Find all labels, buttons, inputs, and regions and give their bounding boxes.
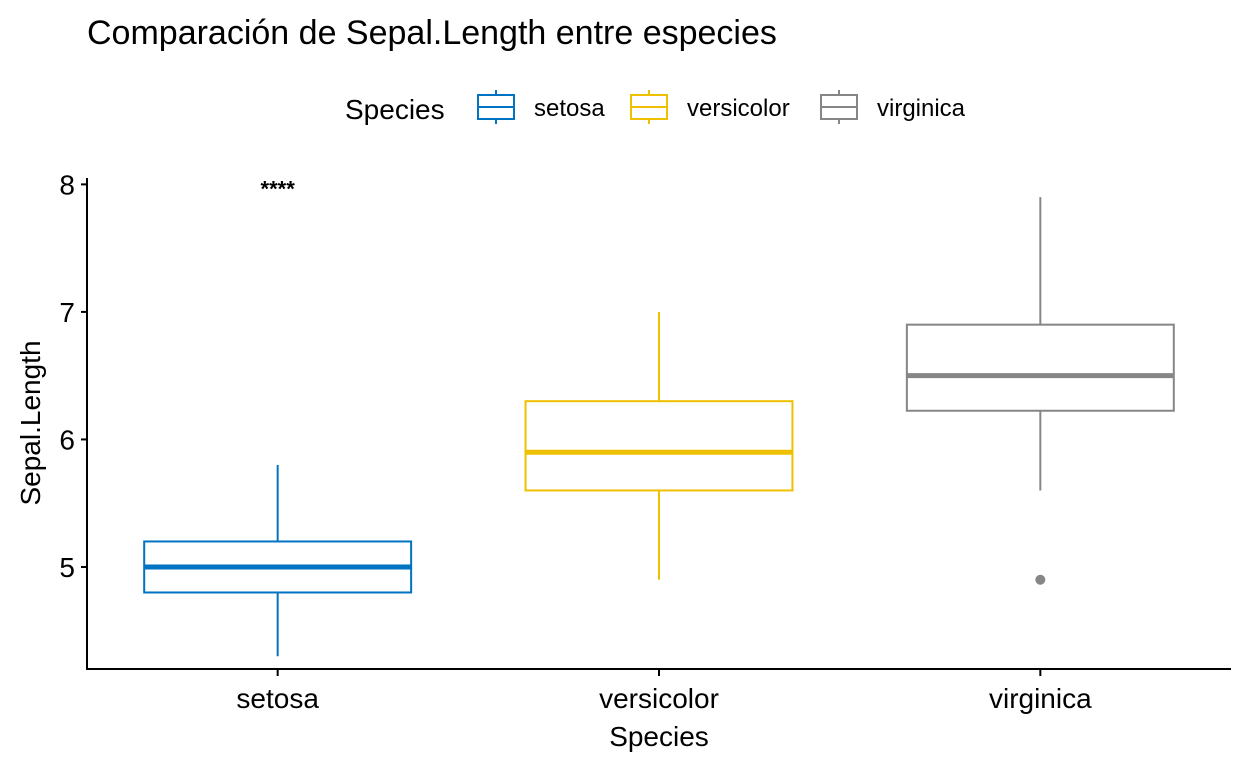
legend: Species setosa versicolor virginica (345, 90, 966, 125)
y-tick-label: 5 (59, 552, 75, 583)
y-tick-label: 6 (59, 424, 75, 455)
box-iqr (524, 400, 794, 492)
boxplot-versicolor (524, 311, 794, 580)
y-tick-label: 8 (59, 169, 75, 200)
x-axis-label: Species (609, 721, 709, 752)
box-iqr (905, 323, 1175, 412)
legend-title: Species (345, 94, 445, 125)
annotations: **** (261, 176, 296, 201)
x-tick-label: setosa (236, 683, 319, 714)
legend-item-setosa: setosa (477, 90, 605, 124)
legend-item-versicolor: versicolor (630, 90, 790, 124)
x-ticks: setosa versicolor virginica (236, 669, 1092, 714)
significance-label: **** (261, 176, 296, 201)
y-tick-label: 7 (59, 297, 75, 328)
legend-label: versicolor (687, 95, 790, 122)
boxes (143, 197, 1175, 657)
legend-label: setosa (534, 95, 605, 122)
chart-title: Comparación de Sepal.Length entre especi… (87, 14, 777, 52)
legend-label: virginica (877, 95, 966, 122)
x-tick-label: virginica (989, 683, 1092, 714)
y-axis-label: Sepal.Length (15, 340, 46, 505)
x-tick-label: versicolor (599, 683, 719, 714)
boxplot-setosa (143, 464, 413, 657)
legend-item-virginica: virginica (820, 90, 966, 124)
y-ticks: 5 6 7 8 (59, 169, 87, 583)
outlier-point (1035, 574, 1046, 585)
boxplot-virginica (905, 197, 1175, 585)
